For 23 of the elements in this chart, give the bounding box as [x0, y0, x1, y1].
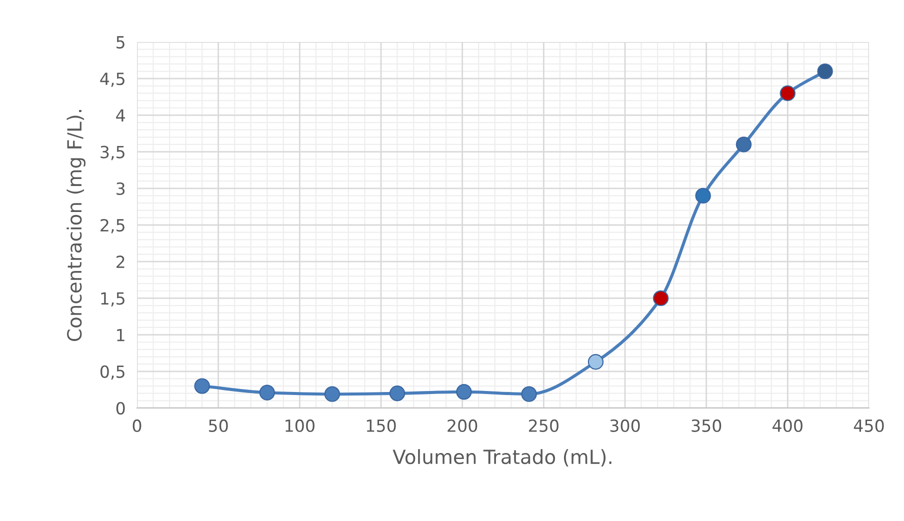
y-tick-label: 3,5	[100, 146, 124, 160]
y-tick-label: 1,5	[101, 292, 124, 306]
y-tick-label: 1	[117, 328, 124, 342]
y-tick-label: 0	[116, 402, 125, 415]
x-tick-label: 250	[528, 419, 558, 432]
y-tick-label: 4,5	[100, 72, 124, 87]
y-tick-label: 5	[116, 36, 124, 49]
y-tick-label: 0,5	[100, 365, 124, 380]
x-tick-label: 350	[692, 419, 722, 432]
y-tick-label: 3	[116, 182, 125, 195]
x-tick-label: 200	[448, 419, 478, 432]
x-tick-label: 450	[854, 419, 884, 432]
x-tick-label: 400	[772, 419, 802, 432]
x-tick-label: 50	[209, 419, 228, 432]
x-tick-label: 0	[132, 419, 142, 432]
x-tick-label: 150	[366, 419, 396, 432]
x-tick-label: 100	[286, 419, 314, 432]
y-tick-label: 2,5	[100, 218, 124, 234]
y-tick-label: 2	[116, 256, 124, 268]
x-tick-label: 300	[610, 419, 640, 432]
y-tick-label: 4	[116, 109, 125, 122]
x-axis-title: Volumen Tratado (mL).	[392, 449, 612, 466]
y-axis-title: Concentracion (mg F/L).	[66, 110, 86, 342]
